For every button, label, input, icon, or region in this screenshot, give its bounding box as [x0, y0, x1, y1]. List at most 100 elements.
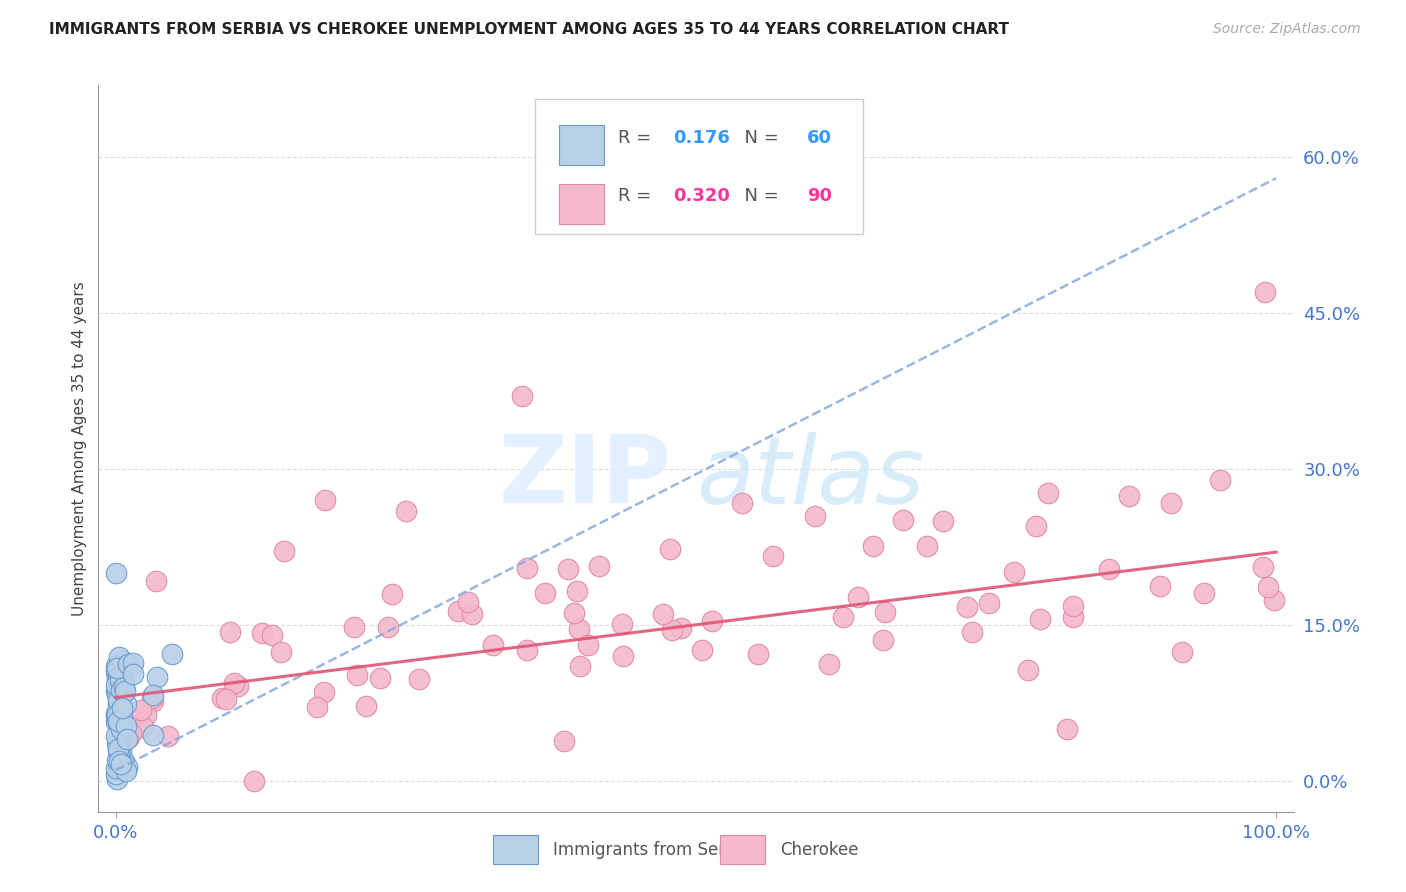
Point — [135, 707, 157, 722]
Point — [1002, 565, 1025, 579]
Point — [846, 590, 869, 604]
Text: Source: ZipAtlas.com: Source: ZipAtlas.com — [1213, 22, 1361, 37]
Point — [804, 508, 827, 523]
Point — [142, 728, 165, 742]
Point — [105, 736, 128, 750]
Point — [1025, 519, 1047, 533]
Point — [381, 587, 404, 601]
Point — [562, 606, 585, 620]
Point — [368, 671, 391, 685]
Point — [110, 734, 132, 748]
Point — [141, 691, 163, 706]
Point — [104, 566, 127, 580]
Text: N =: N = — [733, 187, 785, 205]
Point — [243, 773, 266, 788]
Point — [588, 558, 610, 573]
Point — [553, 734, 575, 748]
Point — [211, 691, 233, 706]
Text: atlas: atlas — [696, 432, 924, 523]
Point — [226, 679, 249, 693]
Point — [516, 642, 538, 657]
Point — [107, 730, 129, 744]
Point — [652, 607, 675, 621]
Text: ZIP: ZIP — [499, 432, 672, 524]
Point — [118, 730, 141, 744]
Point — [105, 677, 128, 691]
Point — [1149, 579, 1171, 593]
Point — [107, 715, 129, 730]
Point — [110, 744, 132, 758]
Point — [314, 493, 336, 508]
Point — [112, 680, 135, 694]
Point — [110, 722, 132, 736]
Point — [219, 625, 242, 640]
Point — [270, 645, 292, 659]
Point — [576, 638, 599, 652]
Point — [105, 671, 128, 685]
Point — [121, 656, 143, 670]
Point — [107, 649, 129, 664]
Point — [104, 709, 127, 723]
Point — [108, 760, 131, 774]
Point — [262, 628, 284, 642]
Point — [612, 648, 634, 663]
Text: IMMIGRANTS FROM SERBIA VS CHEROKEE UNEMPLOYMENT AMONG AGES 35 TO 44 YEARS CORREL: IMMIGRANTS FROM SERBIA VS CHEROKEE UNEMP… — [49, 22, 1010, 37]
Point — [114, 764, 136, 778]
Point — [145, 574, 167, 588]
Point — [105, 684, 128, 698]
Point — [873, 605, 896, 619]
Point — [115, 719, 138, 733]
Point — [516, 561, 538, 575]
Point — [122, 666, 145, 681]
Point — [534, 586, 557, 600]
Text: 0.320: 0.320 — [673, 187, 730, 205]
Point — [107, 683, 129, 698]
Point — [1192, 586, 1215, 600]
Point — [354, 698, 377, 713]
Point — [932, 514, 955, 528]
Point — [1263, 592, 1285, 607]
Point — [832, 609, 855, 624]
Point — [568, 623, 591, 637]
Y-axis label: Unemployment Among Ages 35 to 44 years: Unemployment Among Ages 35 to 44 years — [72, 281, 87, 615]
Point — [557, 562, 579, 576]
Text: 0.176: 0.176 — [673, 128, 730, 147]
Point — [142, 694, 165, 708]
Point — [114, 697, 136, 711]
Point — [1029, 612, 1052, 626]
FancyBboxPatch shape — [558, 184, 605, 224]
Point — [107, 706, 129, 720]
Point — [447, 604, 470, 618]
FancyBboxPatch shape — [558, 126, 605, 165]
FancyBboxPatch shape — [494, 835, 538, 864]
Point — [110, 756, 132, 771]
Point — [273, 544, 295, 558]
Point — [1160, 496, 1182, 510]
Point — [105, 661, 128, 675]
Point — [565, 583, 588, 598]
Point — [690, 643, 713, 657]
Point — [731, 496, 754, 510]
Point — [312, 684, 335, 698]
Point — [111, 701, 134, 715]
Point — [107, 671, 129, 685]
Point — [1251, 560, 1274, 574]
Point — [408, 672, 430, 686]
Point — [659, 542, 682, 557]
Point — [1118, 489, 1140, 503]
Text: R =: R = — [619, 128, 657, 147]
Point — [112, 675, 135, 690]
Text: 60: 60 — [807, 128, 832, 147]
Point — [105, 729, 128, 743]
Point — [395, 503, 418, 517]
Point — [107, 741, 129, 756]
Text: R =: R = — [619, 187, 657, 205]
Point — [1098, 562, 1121, 576]
Point — [343, 620, 366, 634]
Point — [129, 703, 152, 717]
Point — [105, 714, 128, 729]
Point — [1209, 473, 1232, 487]
Point — [457, 595, 479, 609]
Point — [891, 513, 914, 527]
Point — [224, 676, 246, 690]
